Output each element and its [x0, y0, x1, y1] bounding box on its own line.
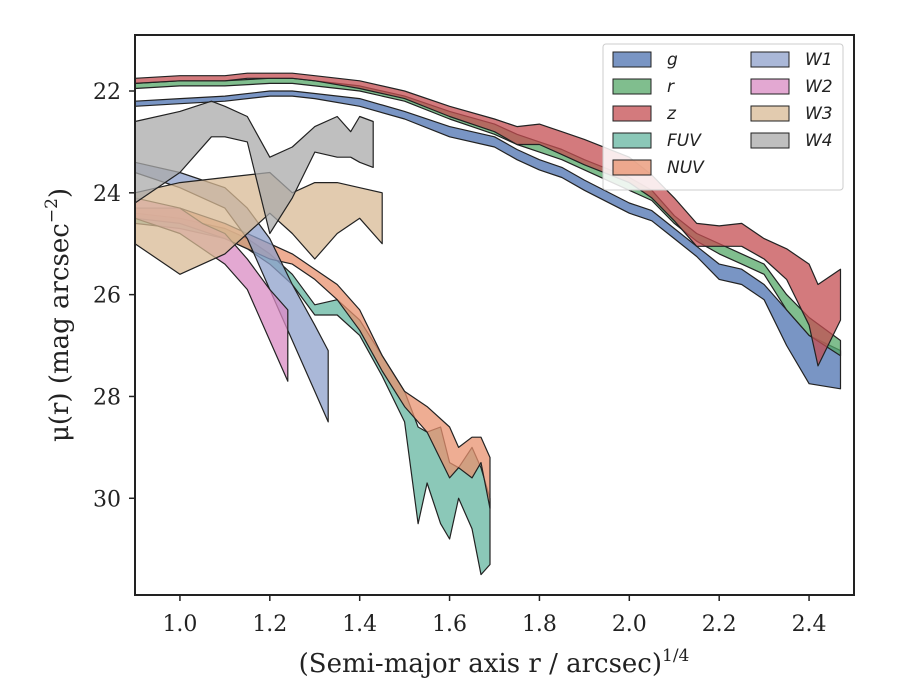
x-tick-label: 1.6 [432, 612, 467, 637]
band-w4 [134, 100, 374, 235]
y-tick-label: 26 [93, 284, 121, 309]
legend-label-z: z [666, 104, 677, 124]
legend-swatch-w1 [750, 51, 790, 68]
y-axis-ticks: 22 24 26 28 30 [93, 80, 135, 512]
y-axis-label: μ(r) (mag arcsec−2) [42, 188, 75, 442]
x-tick-label: 1.8 [522, 612, 557, 637]
x-tick-label: 1.0 [162, 612, 197, 637]
legend-swatch-g [612, 51, 652, 68]
legend-label-w4: W4 [805, 131, 833, 151]
y-tick-label: 30 [93, 487, 121, 512]
legend-label-fuv: FUV [667, 131, 702, 151]
legend-swatch-w2 [750, 78, 790, 95]
x-axis-ticks: 1.0 1.2 1.4 1.6 1.8 2.0 2.2 2.4 [162, 595, 827, 637]
legend-swatch-w3 [750, 105, 790, 122]
legend-swatch-z [612, 105, 652, 122]
legend: grz FUV NUV W1 W2 W3 W4 [602, 43, 844, 191]
band-fuv [134, 212, 491, 576]
legend-swatch-nuv [612, 159, 652, 176]
x-axis-label: (Semi-major axis r / arcsec)1/4 [299, 646, 690, 679]
band-layer [134, 72, 842, 576]
band-nuv [134, 207, 491, 510]
legend-swatch-r [612, 78, 652, 95]
x-tick-label: 1.4 [342, 612, 377, 637]
x-tick-label: 2.2 [702, 612, 737, 637]
legend-swatch-w4 [750, 132, 790, 149]
legend-label-nuv: NUV [667, 158, 705, 178]
legend-label-r: r [667, 77, 675, 97]
legend-label-w1: W1 [805, 50, 833, 70]
legend-label-w2: W2 [805, 77, 833, 97]
x-tick-label: 2.4 [792, 612, 827, 637]
y-tick-label: 22 [93, 80, 121, 105]
legend-label-g: g [667, 50, 678, 70]
x-tick-label: 2.0 [612, 612, 647, 637]
band-z [134, 72, 842, 367]
x-tick-label: 1.2 [252, 612, 287, 637]
legend-swatch-fuv [612, 132, 652, 149]
band-g [134, 90, 842, 390]
plot-frame [134, 34, 855, 596]
y-tick-label: 28 [93, 385, 121, 410]
y-tick-label: 24 [93, 182, 121, 207]
legend-label-w3: W3 [805, 104, 833, 124]
